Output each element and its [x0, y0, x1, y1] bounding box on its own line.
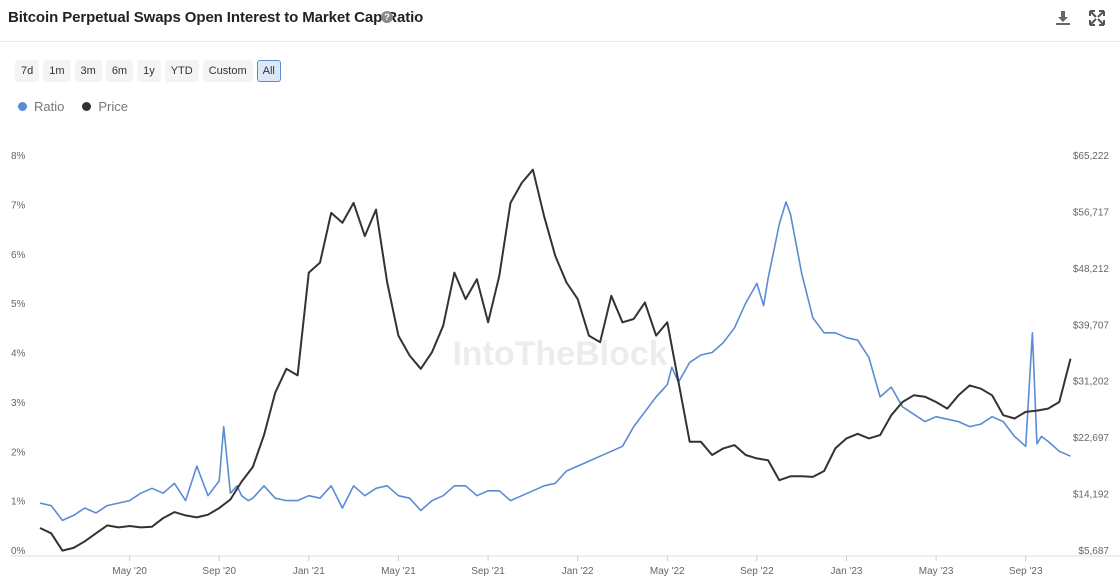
x-tick-label: May '20 — [112, 566, 147, 577]
legend-dot-price — [82, 102, 92, 111]
x-tick-label: May '22 — [650, 566, 685, 577]
watermark-text: IntoTheBlock — [452, 335, 667, 373]
legend-item-ratio[interactable]: Ratio — [18, 99, 64, 114]
x-tick-label: Sep '20 — [202, 566, 236, 577]
y-left-tick-label: 3% — [11, 398, 26, 409]
x-tick-label: Jan '21 — [293, 566, 325, 577]
y-right-tick-label: $31,202 — [1073, 377, 1110, 388]
legend-label-ratio: Ratio — [34, 99, 65, 114]
question-circle-icon[interactable]: ? — [381, 11, 393, 23]
range-1y-button[interactable]: 1y — [137, 60, 161, 82]
range-1m-button[interactable]: 1m — [43, 60, 71, 82]
y-right-tick-label: $39,707 — [1073, 320, 1110, 331]
x-tick-label: Sep '22 — [740, 566, 774, 577]
range-7d-button[interactable]: 7d — [15, 60, 40, 82]
y-left-tick-label: 0% — [11, 546, 26, 557]
y-left-tick-label: 6% — [11, 250, 26, 261]
x-tick-label: Sep '21 — [471, 566, 505, 577]
download-icon[interactable] — [1054, 9, 1072, 27]
series-line-price — [39, 168, 1072, 552]
range-all-button[interactable]: All — [256, 60, 281, 82]
y-right-tick-label: $5,687 — [1078, 546, 1109, 557]
series-line-ratio — [39, 201, 1071, 522]
chart-legend: Ratio Price — [18, 99, 128, 114]
x-tick-label: May '21 — [381, 566, 416, 577]
range-custom-button[interactable]: Custom — [202, 60, 253, 82]
time-range-selector: 7d 1m 3m 6m 1y YTD Custom All — [15, 60, 281, 82]
y-left-tick-label: 2% — [11, 447, 26, 458]
y-left-tick-label: 8% — [11, 151, 26, 162]
y-right-tick-label: $65,222 — [1073, 151, 1110, 162]
range-ytd-button[interactable]: YTD — [164, 60, 199, 82]
x-tick-label: May '23 — [919, 566, 954, 577]
y-right-tick-label: $14,192 — [1073, 490, 1110, 501]
y-right-tick-label: $56,717 — [1073, 207, 1110, 218]
expand-icon[interactable] — [1088, 9, 1106, 27]
y-left-tick-label: 5% — [11, 299, 26, 310]
legend-dot-ratio — [18, 102, 27, 111]
y-left-tick-label: 4% — [11, 349, 26, 360]
x-tick-label: Jan '23 — [831, 566, 863, 577]
y-left-tick-label: 7% — [11, 200, 26, 211]
y-right-tick-label: $48,212 — [1073, 264, 1110, 275]
y-right-tick-label: $22,697 — [1073, 433, 1110, 444]
x-tick-label: Jan '22 — [562, 566, 594, 577]
legend-label-price: Price — [98, 99, 128, 114]
x-tick-label: Sep '23 — [1009, 566, 1043, 577]
range-6m-button[interactable]: 6m — [105, 60, 134, 82]
y-left-tick-label: 1% — [11, 497, 26, 508]
header: Bitcoin Perpetual Swaps Open Interest to… — [0, 0, 1120, 42]
range-3m-button[interactable]: 3m — [74, 60, 102, 82]
page-title: Bitcoin Perpetual Swaps Open Interest to… — [8, 9, 424, 26]
legend-item-price[interactable]: Price — [82, 99, 128, 114]
